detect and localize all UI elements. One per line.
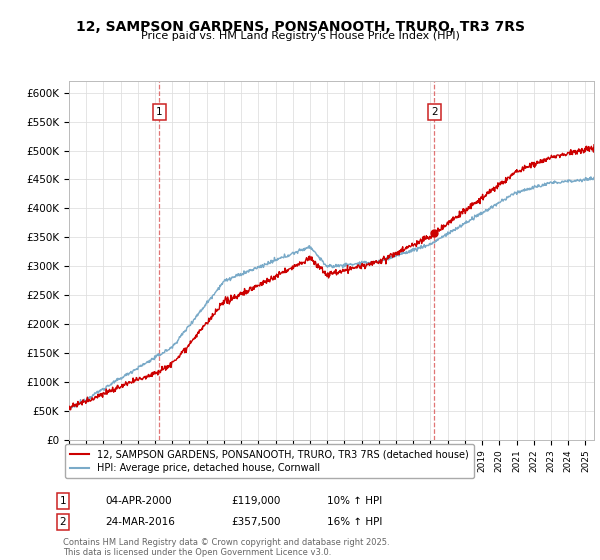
Text: 16% ↑ HPI: 16% ↑ HPI [327, 517, 382, 527]
Text: 24-MAR-2016: 24-MAR-2016 [105, 517, 175, 527]
Text: 04-APR-2000: 04-APR-2000 [105, 496, 172, 506]
Text: 2: 2 [59, 517, 67, 527]
Text: 12, SAMPSON GARDENS, PONSANOOTH, TRURO, TR3 7RS: 12, SAMPSON GARDENS, PONSANOOTH, TRURO, … [76, 20, 524, 34]
Text: 2: 2 [431, 106, 438, 116]
Text: Price paid vs. HM Land Registry's House Price Index (HPI): Price paid vs. HM Land Registry's House … [140, 31, 460, 41]
Text: Contains HM Land Registry data © Crown copyright and database right 2025.
This d: Contains HM Land Registry data © Crown c… [63, 538, 389, 557]
Text: £119,000: £119,000 [231, 496, 280, 506]
Text: £357,500: £357,500 [231, 517, 281, 527]
Text: 10% ↑ HPI: 10% ↑ HPI [327, 496, 382, 506]
Text: 1: 1 [156, 106, 163, 116]
Text: 1: 1 [59, 496, 67, 506]
Legend: 12, SAMPSON GARDENS, PONSANOOTH, TRURO, TR3 7RS (detached house), HPI: Average p: 12, SAMPSON GARDENS, PONSANOOTH, TRURO, … [65, 445, 473, 478]
